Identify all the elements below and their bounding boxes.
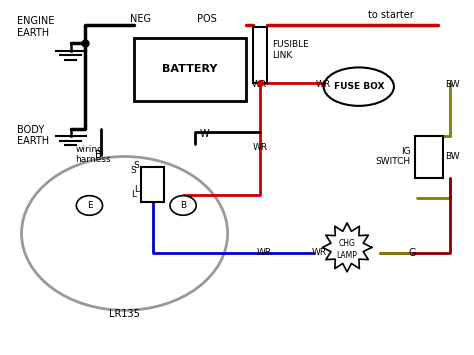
Text: BATTERY: BATTERY [163,64,218,74]
FancyBboxPatch shape [415,136,443,178]
Text: E: E [87,201,92,210]
Text: L: L [131,191,137,200]
Text: wiring
harness: wiring harness [75,145,111,164]
Polygon shape [322,223,372,272]
Text: CHG: CHG [338,239,356,248]
Text: NEG: NEG [130,13,152,23]
Text: to starter: to starter [368,10,414,20]
Circle shape [76,196,102,215]
Text: BODY
EARTH: BODY EARTH [17,125,49,146]
Text: W: W [200,129,209,139]
FancyBboxPatch shape [254,27,267,83]
Text: WR: WR [256,248,272,257]
Circle shape [170,196,196,215]
Text: ENGINE
EARTH: ENGINE EARTH [17,16,54,38]
Text: IG
SWITCH: IG SWITCH [375,147,410,166]
Text: WR: WR [311,248,327,257]
Circle shape [21,157,228,310]
Text: B: B [180,201,186,210]
Text: FUSIBLE
LINK: FUSIBLE LINK [272,40,309,60]
Text: BW: BW [445,152,460,161]
Text: WR: WR [253,143,268,152]
Text: FUSE BOX: FUSE BOX [334,82,384,91]
Text: LR135: LR135 [109,309,140,319]
Text: B: B [95,150,102,160]
Text: WR: WR [316,80,331,89]
Text: POS: POS [197,13,217,23]
Text: WR: WR [252,80,267,89]
Ellipse shape [324,67,394,106]
Text: S: S [130,166,137,175]
Text: S: S [133,161,139,170]
FancyBboxPatch shape [134,38,246,100]
Text: BW: BW [445,80,460,89]
Text: LAMP: LAMP [337,251,357,260]
Text: G: G [409,248,417,258]
FancyBboxPatch shape [141,167,164,202]
Text: L: L [134,185,139,194]
